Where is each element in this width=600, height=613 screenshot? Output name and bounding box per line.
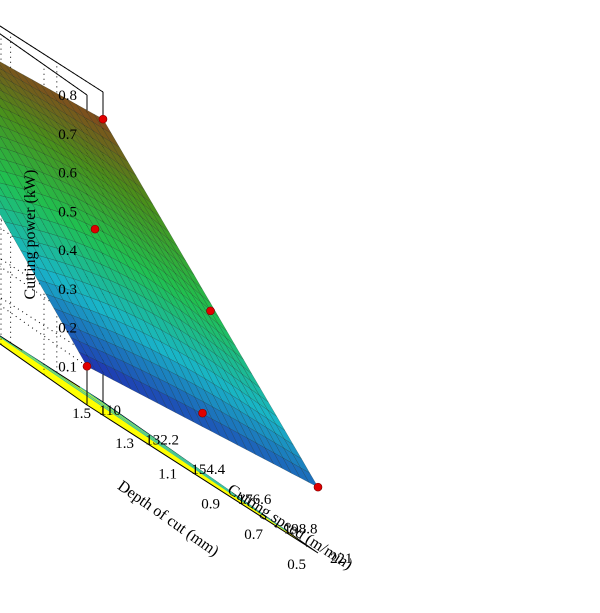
y-tick-label: 0.7: [244, 527, 263, 543]
z-tick-label: 0.5: [58, 204, 77, 220]
y-tick-label: 0.5: [287, 557, 306, 573]
design-point: [91, 225, 99, 233]
response-surface: [0, 0, 318, 487]
x-tick-label: 110: [99, 403, 121, 419]
z-tick-label: 0.6: [58, 166, 77, 182]
y-tick-label: 1.5: [72, 406, 91, 422]
z-tick-label: 0.1: [58, 359, 77, 375]
design-point: [199, 409, 207, 417]
y-tick-label: 1.1: [158, 466, 177, 482]
z-tick-label: 0.7: [58, 127, 77, 143]
design-point: [99, 115, 107, 123]
z-tick-label: 0.3: [58, 282, 77, 298]
z-tick-label: 0.4: [58, 243, 77, 259]
y-tick-label: 1.3: [115, 436, 134, 452]
x-tick-label: 154.4: [191, 462, 225, 478]
design-point: [83, 362, 91, 370]
z-tick-label: 0.8: [58, 88, 77, 104]
z-tick-label: 0.2: [58, 321, 77, 337]
design-point: [207, 307, 215, 315]
y-axis-title: Depth of cut (mm): [114, 477, 222, 560]
z-axis-title: Cutting power (kW): [22, 170, 39, 300]
design-point: [314, 483, 322, 491]
y-tick-label: 0.9: [201, 497, 220, 513]
x-tick-label: 132.2: [145, 433, 179, 449]
